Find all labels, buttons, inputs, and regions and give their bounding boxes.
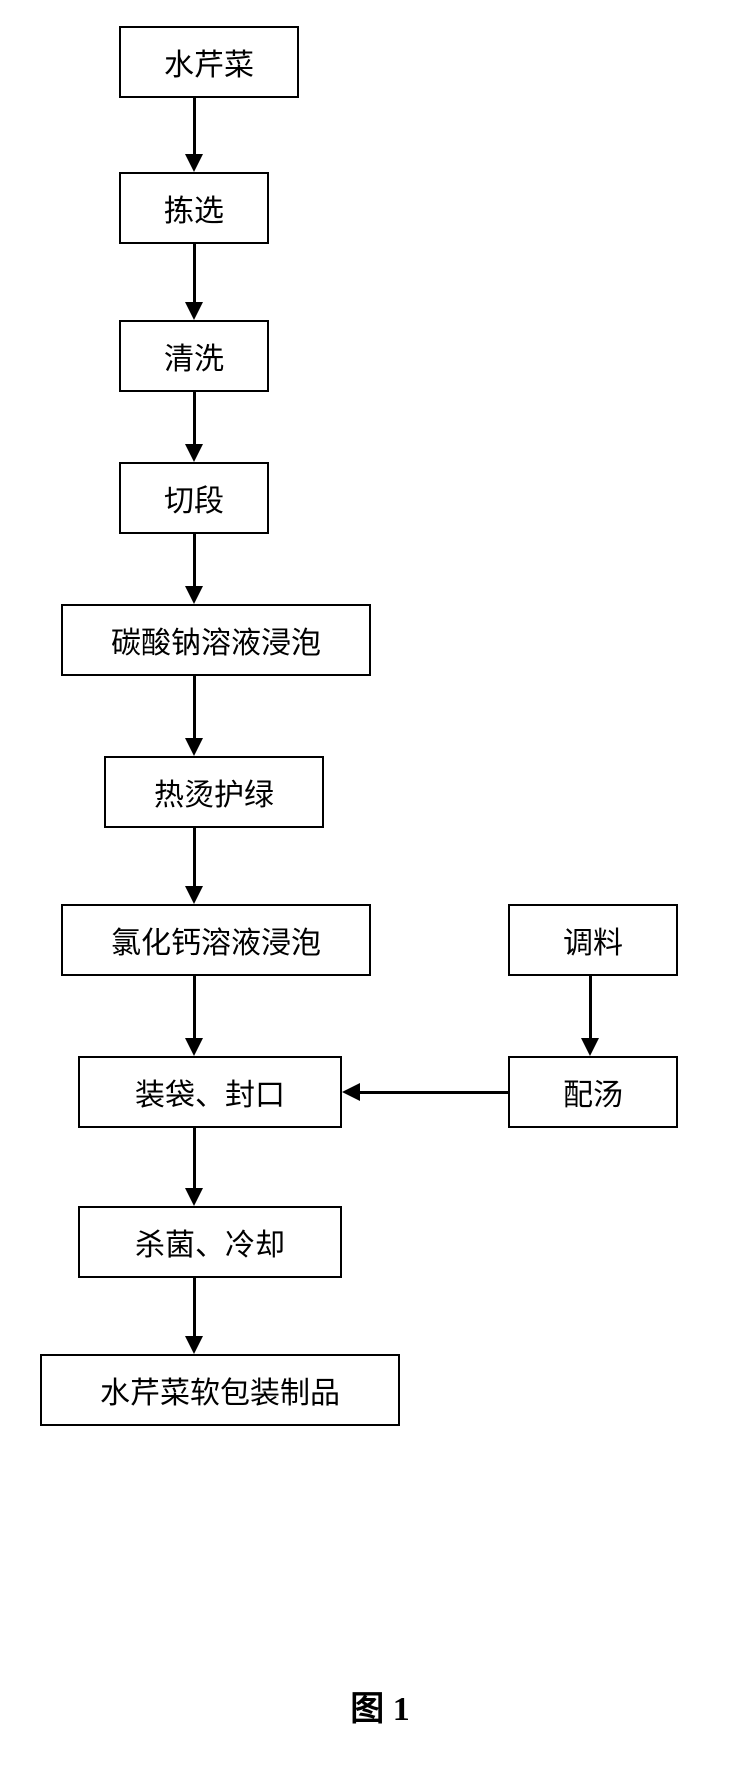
flow-node-n2: 拣选 xyxy=(119,172,269,244)
flow-edge-line xyxy=(193,676,196,740)
flow-node-label: 热烫护绿 xyxy=(154,770,274,814)
flow-node-n5: 碳酸钠溶液浸泡 xyxy=(61,604,371,676)
flow-edge-line xyxy=(358,1091,508,1094)
flow-node-label: 清洗 xyxy=(164,334,224,378)
flow-node-label: 氯化钙溶液浸泡 xyxy=(111,918,321,962)
flow-node-label: 碳酸钠溶液浸泡 xyxy=(111,618,321,662)
flow-node-label: 配汤 xyxy=(563,1070,623,1114)
flow-edge-line xyxy=(193,244,196,304)
flow-node-label: 拣选 xyxy=(164,186,224,230)
flow-node-label: 切段 xyxy=(164,476,224,520)
flow-node-n3: 清洗 xyxy=(119,320,269,392)
flow-node-n11: 调料 xyxy=(508,904,678,976)
flow-node-n9: 杀菌、冷却 xyxy=(78,1206,342,1278)
flow-node-label: 水芹菜软包装制品 xyxy=(100,1368,340,1412)
flow-edge-arrowhead xyxy=(185,444,203,462)
flow-edge-line xyxy=(589,976,592,1040)
flow-edge-line xyxy=(193,1128,196,1190)
figure-caption: 图 1 xyxy=(280,1680,480,1730)
flow-node-label: 装袋、封口 xyxy=(135,1070,285,1114)
flow-edge-arrowhead xyxy=(185,738,203,756)
flow-edge-arrowhead xyxy=(342,1083,360,1101)
flow-edge-arrowhead xyxy=(185,1188,203,1206)
flow-edge-line xyxy=(193,976,196,1040)
flow-node-label: 水芹菜 xyxy=(164,40,254,84)
flow-edge-arrowhead xyxy=(581,1038,599,1056)
flow-node-n12: 配汤 xyxy=(508,1056,678,1128)
flow-edge-line xyxy=(193,828,196,888)
flow-edge-arrowhead xyxy=(185,302,203,320)
flow-edge-arrowhead xyxy=(185,1336,203,1354)
flow-edge-arrowhead xyxy=(185,586,203,604)
flow-edge-line xyxy=(193,392,196,446)
flow-edge-line xyxy=(193,98,196,156)
flow-node-n4: 切段 xyxy=(119,462,269,534)
flow-node-n6: 热烫护绿 xyxy=(104,756,324,828)
flow-node-n8: 装袋、封口 xyxy=(78,1056,342,1128)
flow-edge-arrowhead xyxy=(185,154,203,172)
flow-node-label: 杀菌、冷却 xyxy=(135,1220,285,1264)
flow-node-n1: 水芹菜 xyxy=(119,26,299,98)
flow-edge-line xyxy=(193,1278,196,1338)
flow-edge-line xyxy=(193,534,196,588)
flow-node-n7: 氯化钙溶液浸泡 xyxy=(61,904,371,976)
flow-edge-arrowhead xyxy=(185,886,203,904)
flow-node-label: 调料 xyxy=(563,918,623,962)
flow-edge-arrowhead xyxy=(185,1038,203,1056)
flow-node-n10: 水芹菜软包装制品 xyxy=(40,1354,400,1426)
